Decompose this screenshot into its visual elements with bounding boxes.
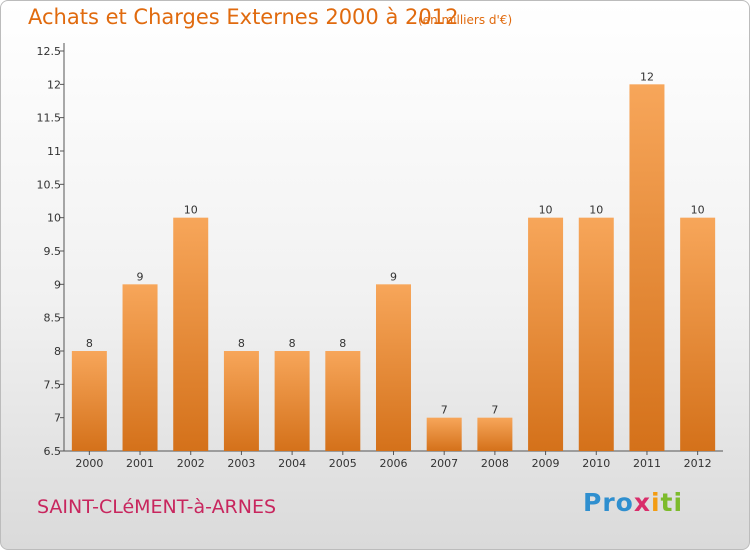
y-tick-label: 12.5 xyxy=(37,45,62,58)
x-tick-label: 2011 xyxy=(633,457,661,470)
y-tick-label: 12 xyxy=(47,78,61,91)
y-tick-label: 7 xyxy=(54,412,61,425)
bar xyxy=(629,84,665,451)
bar xyxy=(122,284,158,451)
x-tick-label: 2000 xyxy=(75,457,103,470)
bar xyxy=(426,417,462,451)
y-tick-label: 11 xyxy=(47,145,61,158)
bar xyxy=(274,351,310,451)
data-label: 7 xyxy=(441,404,448,417)
x-tick-label: 2004 xyxy=(278,457,306,470)
bar xyxy=(71,351,107,451)
x-tick-label: 2010 xyxy=(582,457,610,470)
proxiti-logo[interactable]: Proxiti xyxy=(583,488,683,517)
data-label: 8 xyxy=(86,337,93,350)
data-label: 10 xyxy=(691,204,705,217)
x-tick-label: 2008 xyxy=(481,457,509,470)
logo-part: x xyxy=(633,488,651,517)
x-tick-label: 2002 xyxy=(177,457,205,470)
chart-unit: (en milliers d'€) xyxy=(418,13,513,27)
data-label: 10 xyxy=(589,204,603,217)
bar xyxy=(578,217,614,451)
x-tick-label: 2012 xyxy=(684,457,712,470)
y-tick-label: 10.5 xyxy=(37,178,62,191)
x-tick-label: 2005 xyxy=(329,457,357,470)
y-tick-label: 10 xyxy=(47,212,61,225)
bar xyxy=(173,217,209,451)
data-label: 12 xyxy=(640,70,654,83)
data-label: 9 xyxy=(137,270,144,283)
y-tick-label: 9 xyxy=(54,278,61,291)
x-tick-label: 2001 xyxy=(126,457,154,470)
data-label: 8 xyxy=(289,337,296,350)
y-tick-label: 6.5 xyxy=(44,445,62,458)
data-label: 8 xyxy=(238,337,245,350)
bar xyxy=(528,217,564,451)
x-tick-label: 2006 xyxy=(380,457,408,470)
y-tick-label: 7.5 xyxy=(44,378,62,391)
data-label: 8 xyxy=(339,337,346,350)
commune-name: SAINT-CLéMENT-à-ARNES xyxy=(37,496,277,518)
x-tick-label: 2003 xyxy=(227,457,255,470)
y-tick-label: 9.5 xyxy=(44,245,62,258)
data-label: 7 xyxy=(491,404,498,417)
x-tick-label: 2007 xyxy=(430,457,458,470)
bar xyxy=(376,284,411,451)
x-tick-label: 2009 xyxy=(532,457,560,470)
data-label: 9 xyxy=(390,270,397,283)
bar xyxy=(680,217,716,451)
logo-part: i xyxy=(650,488,661,517)
data-label: 10 xyxy=(539,204,553,217)
y-tick-label: 11.5 xyxy=(37,112,62,125)
y-tick-label: 8 xyxy=(54,345,61,358)
bar xyxy=(223,351,259,451)
bar xyxy=(477,417,513,451)
y-tick-label: 8.5 xyxy=(44,312,62,325)
logo-part: ti xyxy=(660,488,684,517)
chart-title: Achats et Charges Externes 2000 à 2012 xyxy=(28,5,459,29)
bar xyxy=(325,351,361,451)
logo-part: Pro xyxy=(583,488,634,517)
data-label: 10 xyxy=(184,204,198,217)
